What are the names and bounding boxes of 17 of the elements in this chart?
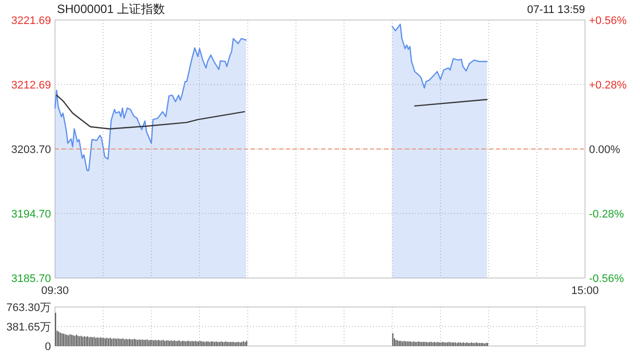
- y-tick-label: 3203.70: [11, 144, 51, 156]
- y2-tick-label: +0.28%: [589, 80, 627, 92]
- y2-tick-label: 0.00%: [589, 144, 620, 156]
- y-tick-label: 381.65万: [6, 322, 51, 334]
- y-tick-label: 3194.70: [11, 208, 51, 220]
- y-tick-label: 763.30万: [6, 302, 51, 314]
- y2-tick-label: +0.56%: [589, 15, 627, 27]
- y-tick-label: 0: [44, 341, 51, 353]
- y-tick-label: 3221.69: [11, 15, 51, 27]
- x-tick-label: 09:30: [41, 285, 69, 297]
- x-tick-label: 15:00: [571, 285, 599, 297]
- text: 07-11 13:59: [527, 4, 585, 16]
- y2-tick-label: -0.28%: [589, 208, 624, 220]
- chart-title: SH000001 上证指数: [57, 2, 166, 16]
- y2-tick-label: -0.56%: [589, 273, 624, 285]
- y-tick-label: 3185.70: [11, 273, 51, 285]
- y-tick-label: 3212.69: [11, 80, 51, 92]
